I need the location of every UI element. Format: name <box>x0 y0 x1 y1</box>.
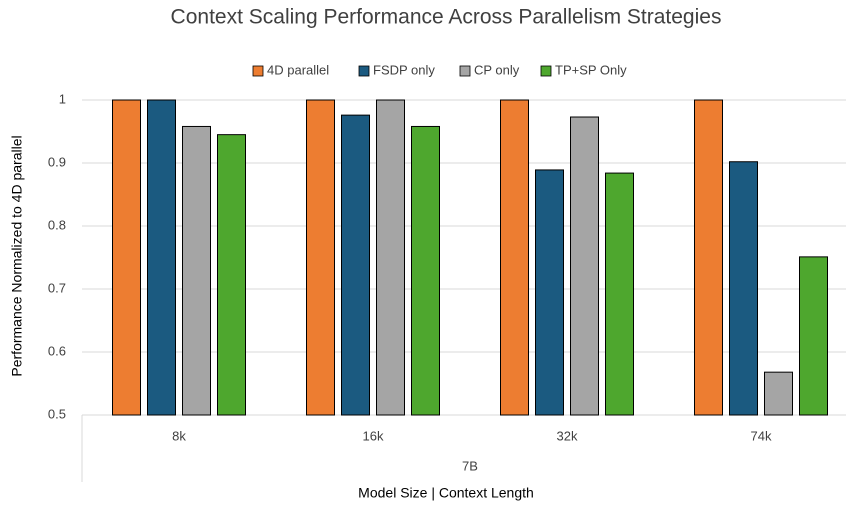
bar <box>112 99 141 416</box>
bar <box>764 371 793 416</box>
bar <box>570 116 599 416</box>
y-tick-label: 0.8 <box>48 217 66 232</box>
bar <box>500 99 529 416</box>
legend-label: TP+SP Only <box>555 62 627 77</box>
bar <box>376 99 405 416</box>
y-tick-label: 0.6 <box>48 343 66 358</box>
legend-swatch <box>358 65 370 77</box>
chart-title: Context Scaling Performance Across Paral… <box>171 6 722 29</box>
x-tick-label: 32k <box>557 428 578 443</box>
x-axis-title: Model Size | Context Length <box>358 485 534 501</box>
legend-label: FSDP only <box>373 62 435 77</box>
x-tick-label: 8k <box>172 428 186 443</box>
x-tick-label: 74k <box>751 428 772 443</box>
y-axis-title: Performance Normalized to 4D parallel <box>9 135 25 376</box>
bar <box>341 114 370 416</box>
y-tick-label: 0.5 <box>48 406 66 421</box>
bar <box>411 125 440 416</box>
legend-swatch <box>252 65 264 77</box>
bar <box>605 172 634 416</box>
legend-label: CP only <box>474 62 520 77</box>
legend-swatch <box>459 65 471 77</box>
y-tick-label: 0.7 <box>48 280 66 295</box>
y-tick-label: 1 <box>59 91 66 106</box>
bar <box>799 256 828 416</box>
bar <box>694 99 723 416</box>
bar <box>729 161 758 416</box>
bar <box>182 125 211 416</box>
y-tick-label: 0.9 <box>48 154 66 169</box>
bar <box>217 134 246 416</box>
bar <box>147 99 176 416</box>
x-tick-label: 16k <box>363 428 384 443</box>
legend-label: 4D parallel <box>267 62 329 77</box>
bar <box>306 99 335 416</box>
bar <box>535 169 564 416</box>
legend-swatch <box>540 65 552 77</box>
group-label: 7B <box>462 458 478 473</box>
